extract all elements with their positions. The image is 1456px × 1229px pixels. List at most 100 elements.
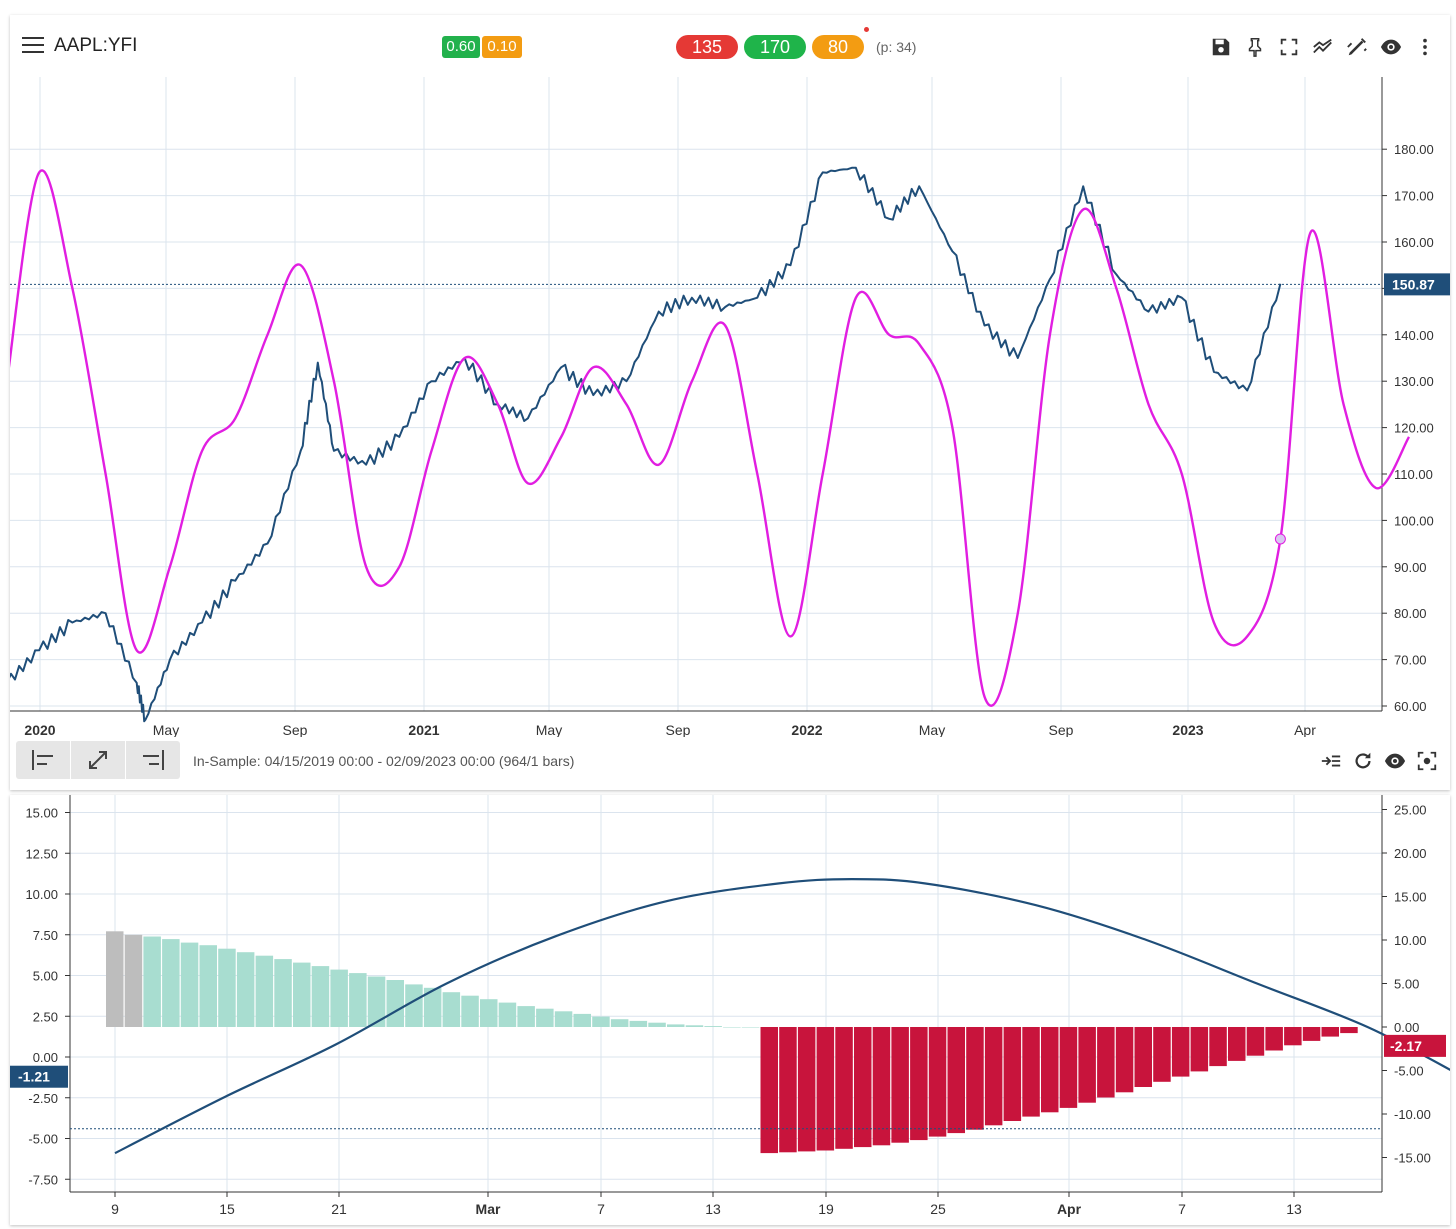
histogram-bar[interactable] [1041,1027,1059,1113]
y-tick-label-left: 7.50 [33,928,58,943]
histogram-bar[interactable] [423,987,442,1027]
y-tick-label: 70.00 [1394,653,1427,668]
histogram-bar[interactable] [349,973,367,1027]
histogram-bar[interactable] [1302,1027,1321,1041]
histogram-bar[interactable] [1340,1027,1358,1034]
histogram-bar[interactable] [779,1027,797,1153]
histogram-bar[interactable] [648,1022,666,1027]
price-series-line[interactable] [10,166,1282,723]
histogram-bar[interactable] [311,966,330,1027]
histogram-bar[interactable] [1284,1027,1302,1046]
fullscreen-icon[interactable] [1276,34,1302,60]
histogram-bar[interactable] [498,1002,517,1027]
y-tick-label-right: 25.00 [1394,803,1427,818]
histogram-bar[interactable] [1209,1027,1227,1067]
histogram-bar[interactable] [910,1027,928,1141]
histogram-bar[interactable] [442,992,461,1027]
histogram-bar[interactable] [199,945,218,1027]
histogram-bar[interactable] [1228,1027,1246,1061]
histogram-bar[interactable] [367,976,386,1028]
histogram-bar[interactable] [667,1024,685,1027]
histogram-bar[interactable] [461,995,479,1027]
histogram-bar[interactable] [517,1006,535,1027]
save-icon[interactable] [1208,34,1234,60]
histogram-bar[interactable] [330,969,348,1027]
align-left-icon[interactable] [16,741,71,779]
histogram-bar[interactable] [610,1019,629,1027]
histogram-bar[interactable] [1059,1027,1078,1108]
histogram-bar[interactable] [536,1008,554,1027]
histogram-bar[interactable] [592,1016,610,1027]
histogram-bar[interactable] [180,942,199,1027]
pill-green[interactable]: 170 [744,35,806,59]
expand-icon[interactable] [71,741,126,779]
histogram-bar[interactable] [386,980,405,1027]
histogram-bar[interactable] [741,1027,760,1028]
focus-icon[interactable] [1414,748,1440,774]
histogram-bar[interactable] [1078,1027,1096,1103]
pill-orange[interactable]: 80 [812,35,864,59]
y-tick-label-left: 5.00 [33,969,58,984]
histogram-bar[interactable] [1246,1027,1265,1056]
histogram-bar[interactable] [984,1027,1003,1126]
histogram-bar[interactable] [554,1011,573,1027]
indent-icon[interactable] [1318,748,1344,774]
pill-red[interactable]: 135 [676,35,738,59]
histogram-bar[interactable] [293,962,311,1027]
ticker-symbol[interactable]: AAPL:YFI [54,35,138,56]
menu-icon[interactable] [22,37,44,55]
y-tick-label-right: 0.00 [1394,1020,1419,1035]
eye-icon[interactable] [1378,34,1404,60]
histogram-bar[interactable] [405,984,423,1027]
histogram-bar[interactable] [143,936,161,1028]
histogram-bar[interactable] [1171,1027,1190,1077]
histogram-bar[interactable] [255,955,274,1027]
histogram-bar[interactable] [685,1025,704,1027]
histogram-bar[interactable] [835,1027,853,1149]
trend-icon[interactable] [1310,34,1336,60]
histogram-bar[interactable] [947,1027,966,1134]
y-tick-label: 160.00 [1394,235,1434,250]
histogram-bar[interactable] [1097,1027,1115,1098]
histogram-bar[interactable] [1022,1027,1040,1117]
histogram-bar[interactable] [162,939,180,1027]
histogram-bar[interactable] [816,1027,835,1151]
histogram-bar[interactable] [480,999,498,1027]
histogram-bar[interactable] [124,934,143,1027]
refresh-icon[interactable] [1350,748,1376,774]
histogram-bar[interactable] [629,1020,648,1027]
histogram-bar[interactable] [1265,1027,1283,1051]
histogram-bar[interactable] [1115,1027,1134,1093]
eye-icon[interactable] [1382,748,1408,774]
edit-icon[interactable] [1344,34,1370,60]
histogram-bar[interactable] [1321,1027,1340,1037]
histogram-bar[interactable] [966,1027,984,1130]
x-tick-label: 2022 [791,722,822,737]
oscillator-chart[interactable]: 15.00 12.50 10.00 7.50 5.00 2.50 0.00 -2.50 -5.0… [10,795,1450,1225]
histogram-bar[interactable] [1134,1027,1153,1087]
x-tick-label: 9 [111,1201,119,1217]
histogram-bar[interactable] [854,1027,872,1148]
oscillator-line[interactable] [114,877,1450,1155]
histogram-bar[interactable] [1190,1027,1209,1072]
histogram-bar[interactable] [218,948,236,1027]
histogram-bar[interactable] [928,1027,947,1137]
pin-icon[interactable] [1242,34,1268,60]
cycle-series-line[interactable] [10,169,1411,707]
histogram-bar[interactable] [760,1027,779,1154]
histogram-bar[interactable] [723,1027,741,1028]
histogram-bar[interactable] [106,931,124,1027]
align-right-icon[interactable] [126,741,180,779]
histogram-bar[interactable] [573,1013,592,1027]
histogram-bar[interactable] [704,1026,722,1027]
histogram-bar[interactable] [1003,1027,1022,1121]
cycle-marker [1274,533,1286,545]
histogram-bar[interactable] [274,959,292,1027]
histogram-bar[interactable] [236,952,255,1027]
histogram-bar[interactable] [891,1027,909,1143]
histogram-bar[interactable] [872,1027,891,1146]
histogram-bar[interactable] [1153,1027,1171,1082]
histogram-bar[interactable] [797,1027,816,1152]
price-chart[interactable]: 60.00 70.00 80.00 90.00 100.00 110.00 120.00 13… [10,77,1450,737]
more-vert-icon[interactable] [1412,34,1438,60]
